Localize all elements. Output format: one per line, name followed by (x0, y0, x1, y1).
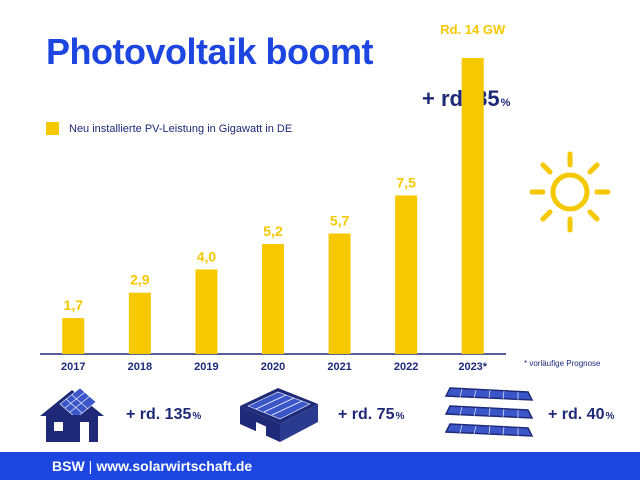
bar-2018 (128, 292, 151, 354)
ground-mounted-solar-panels-icon (444, 387, 534, 437)
forecast-footnote: * vorläufige Prognose (524, 359, 601, 368)
data-label-2023: Rd. 14 GW (440, 22, 506, 37)
data-label-2022: 7,5 (396, 174, 416, 190)
growth-2023-label: + rd. 85% (422, 86, 510, 112)
data-label-2019: 4,0 (197, 248, 217, 264)
x-tick-2022: 2022 (394, 361, 418, 373)
legend-label: Neu installierte PV-Leistung in Gigawatt… (69, 122, 293, 135)
data-label-2020: 5,2 (263, 223, 283, 239)
legend-swatch (46, 122, 59, 135)
segment-house-value: + rd. 135 (126, 406, 192, 423)
x-tick-2020: 2020 (261, 361, 285, 373)
segment-ground-percent: % (605, 411, 615, 422)
sun-icon (529, 151, 611, 233)
bar-2017 (62, 318, 85, 354)
data-label-2021: 5,7 (330, 212, 350, 228)
segment-commercial-value: + rd. 75 (338, 406, 395, 423)
bar-2022 (395, 195, 418, 354)
bar-2019 (195, 269, 218, 354)
x-tick-2023: 2023* (458, 361, 487, 373)
segment-house-growth: + rd. 135% (126, 406, 201, 424)
commercial-building-solar-roof-icon (240, 388, 318, 442)
footer-bar: BSW | www.solarwirtschaft.de (0, 452, 640, 480)
x-tick-2017: 2017 (61, 361, 85, 373)
footer-separator: | (88, 458, 93, 474)
footer-brand: BSW (52, 458, 85, 474)
chart-legend: Neu installierte PV-Leistung in Gigawatt… (46, 122, 292, 135)
page-title: Photovoltaik boomt (46, 31, 374, 72)
footer-url[interactable]: www.solarwirtschaft.de (96, 458, 253, 474)
growth-2023-percent: % (500, 97, 511, 109)
segment-commercial-percent: % (395, 411, 405, 422)
bar-2023 (461, 58, 484, 354)
x-tick-2021: 2021 (327, 361, 351, 373)
growth-2023-value: + rd. 85 (422, 86, 500, 111)
segment-commercial-growth: + rd. 75% (338, 406, 404, 424)
house-solar-roof-icon (40, 387, 104, 442)
bar-chart: 1,7 2017 2,9 2018 4,0 2019 5,2 2020 5,7 2021 7,5 20… (40, 22, 506, 373)
bar-2021 (328, 233, 351, 354)
x-tick-2018: 2018 (128, 361, 152, 373)
x-tick-2019: 2019 (194, 361, 218, 373)
segment-ground-growth: + rd. 40% (548, 406, 614, 424)
segment-ground-value: + rd. 40 (548, 406, 605, 423)
data-label-2017: 1,7 (64, 297, 84, 313)
bar-2020 (262, 244, 284, 354)
data-label-2018: 2,9 (130, 272, 150, 288)
segment-house-percent: % (192, 411, 202, 422)
